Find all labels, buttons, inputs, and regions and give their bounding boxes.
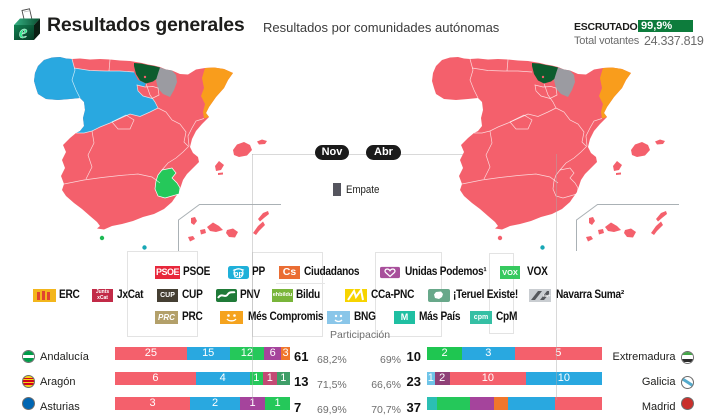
svg-text:e: e <box>19 22 28 43</box>
svg-text:pp: pp <box>234 269 244 278</box>
svg-text:Na+: Na+ <box>543 293 551 298</box>
